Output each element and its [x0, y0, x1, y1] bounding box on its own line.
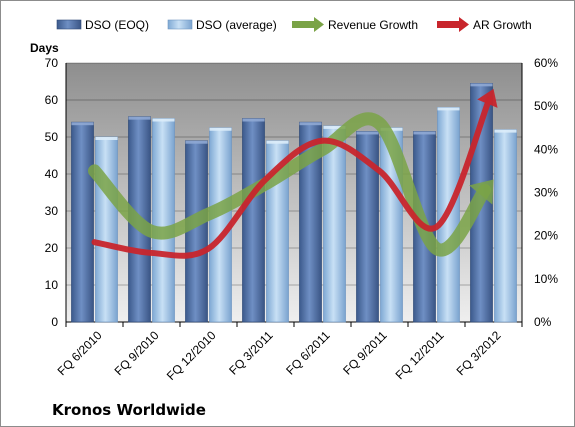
bar-cap-dso-eoq: [242, 118, 265, 122]
y2-tick-label: 60%: [534, 56, 558, 70]
x-tick-label: FQ 6/2011: [283, 328, 333, 378]
arrowhead-revenue-growth: [469, 179, 494, 205]
legend-item-dso-eoq: DSO (EOQ): [56, 18, 149, 32]
bar-cap-dso-eoq: [71, 122, 94, 126]
bar-dso-average: [494, 129, 517, 323]
series-line-revenue-growth: [88, 112, 492, 257]
bar-cap-dso-eoq: [185, 140, 208, 144]
legend-label-revenue-growth: Revenue Growth: [328, 18, 418, 32]
bar-dso-average: [323, 125, 346, 323]
x-tick-label: FQ 12/2011: [393, 328, 447, 382]
company-name: Kronos Worldwide: [52, 401, 206, 419]
bar-cap-dso-average: [95, 137, 118, 140]
bar-cap-dso-average: [437, 107, 460, 111]
legend-swatch-revenue-growth: [292, 17, 324, 32]
bar-cap-dso-eoq: [356, 131, 379, 135]
legend-item-ar-growth: AR Growth: [437, 17, 532, 32]
y-tick-label: 40: [45, 167, 59, 181]
legend-swatch-ar-growth: [437, 17, 469, 32]
y2-tick-label: 50%: [534, 99, 558, 113]
x-tick-label: FQ 3/2011: [226, 328, 276, 378]
arrowhead-ar-growth: [477, 88, 498, 108]
y2-tick-label: 20%: [534, 229, 558, 243]
bar-cap-dso-average: [209, 127, 232, 131]
y-axis-title: Days: [30, 41, 59, 55]
bar-cap-dso-eoq: [128, 116, 151, 120]
bar-cap-dso-eoq: [413, 131, 436, 135]
x-tick-label: FQ 3/2012: [454, 328, 504, 378]
bar-dso-average: [152, 118, 175, 323]
y2-tick-label: 40%: [534, 142, 558, 156]
legend-label-dso-eoq: DSO (EOQ): [85, 18, 149, 32]
bar-cap-dso-eoq: [470, 83, 493, 87]
bar-cap-dso-average: [266, 140, 289, 144]
bar-dso-average: [95, 136, 118, 323]
y-tick-label: 10: [45, 278, 59, 292]
x-tick-label: FQ 6/2010: [55, 328, 105, 378]
legend-label-dso-average: DSO (average): [196, 18, 277, 32]
x-tick-label: FQ 9/2010: [112, 328, 162, 378]
legend: DSO (EOQ) DSO (average) Revenue Growth A…: [56, 17, 532, 32]
plot-area: 0 10 20 30 40 50 60 70 0% 10% 20% 30% 40% 50% 60% FQ 6/…: [45, 56, 559, 383]
bar-cap-dso-average: [152, 118, 175, 122]
y-tick-label: 50: [45, 130, 59, 144]
x-tick-label: FQ 9/2011: [340, 328, 390, 378]
legend-swatch-dso-average: [167, 19, 193, 30]
y2-tick-label: 30%: [534, 186, 558, 200]
bar-dso-eoq: [71, 121, 94, 323]
bar-cap-dso-eoq: [299, 122, 322, 126]
y-tick-label: 70: [45, 56, 59, 70]
legend-label-ar-growth: AR Growth: [473, 18, 532, 32]
legend-swatch-dso-eoq: [56, 19, 82, 30]
x-tick-label: FQ 12/2010: [164, 328, 219, 383]
legend-item-dso-average: DSO (average): [167, 18, 277, 32]
legend-item-revenue-growth: Revenue Growth: [292, 17, 418, 32]
y2-tick-label: 10%: [534, 272, 558, 286]
y2-tick-label: 0%: [534, 315, 552, 329]
bar-cap-dso-average: [494, 129, 517, 133]
y-tick-label: 0: [51, 315, 58, 329]
bar-dso-eoq: [242, 118, 265, 323]
bar-cap-dso-average: [323, 125, 346, 129]
y-tick-label: 60: [45, 93, 59, 107]
y-tick-label: 30: [45, 204, 59, 218]
bar-dso-eoq: [185, 140, 208, 323]
y-tick-label: 20: [45, 241, 59, 255]
